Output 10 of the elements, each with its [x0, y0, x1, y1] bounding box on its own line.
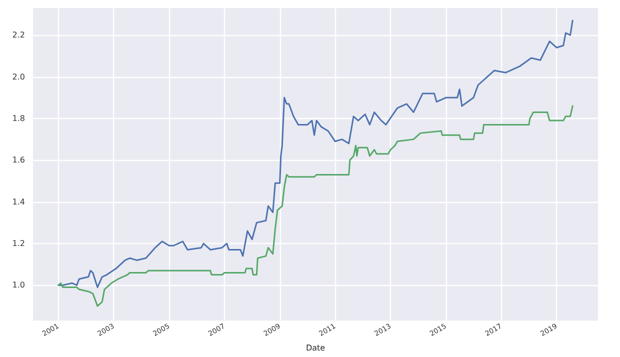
y-tick-label: 1.6: [12, 156, 25, 165]
x-axis-title: Date: [306, 344, 326, 352]
line-series: [58, 20, 574, 288]
y-tick-label: 1.8: [12, 114, 25, 123]
y-tick-label: 1.4: [12, 197, 25, 206]
y-tick-label: 2.2: [12, 30, 25, 40]
line-series: [58, 105, 574, 307]
y-tick-label: 1.2: [12, 239, 25, 248]
y-tick-label: 2.0: [12, 72, 25, 82]
y-tick-label: 1.0: [12, 280, 25, 290]
